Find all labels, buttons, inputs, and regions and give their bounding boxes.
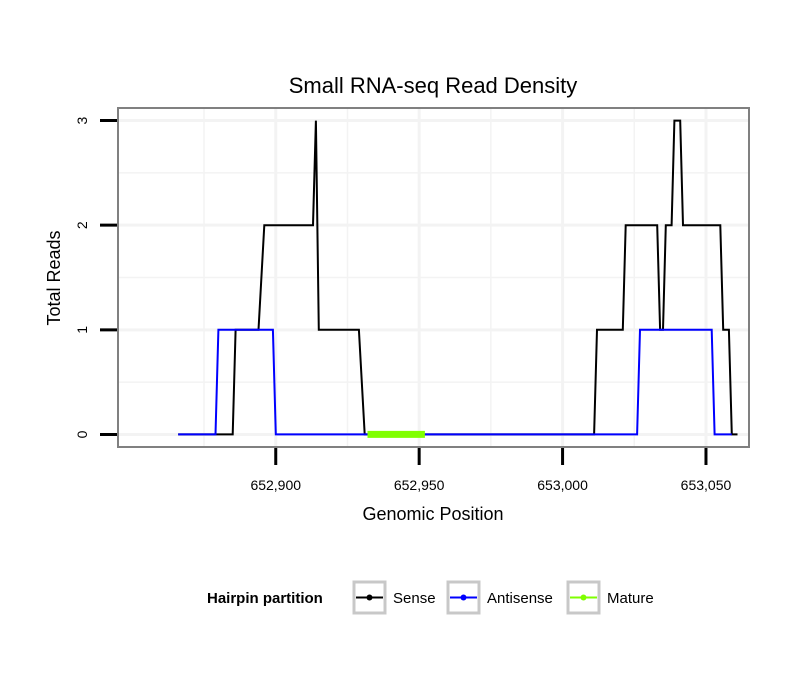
plot-panel-border bbox=[117, 107, 750, 448]
x-tick-label: 652,950 bbox=[394, 477, 445, 493]
grid-lines bbox=[118, 108, 749, 447]
legend-label-sense: Sense bbox=[393, 590, 436, 607]
y-axis-label: Total Reads bbox=[44, 230, 64, 325]
legend-key-sense-dot bbox=[366, 594, 373, 601]
y-tick-label: 0 bbox=[74, 430, 90, 438]
series-lines bbox=[178, 119, 738, 438]
legend-title: Hairpin partition bbox=[207, 590, 323, 607]
y-tick-label: 2 bbox=[74, 221, 90, 229]
x-tick-label: 652,900 bbox=[250, 477, 301, 493]
y-tick-label: 1 bbox=[74, 326, 90, 334]
series-line-antisense bbox=[178, 328, 732, 436]
axes: 652,900 652,950 653,000 653,050 0 1 2 3 bbox=[74, 116, 731, 493]
legend: Hairpin partition Sense Antisense Mature bbox=[207, 580, 654, 615]
legend-key-mature-dot bbox=[580, 594, 587, 601]
x-tick-label: 653,050 bbox=[681, 477, 732, 493]
x-tick-label: 653,000 bbox=[537, 477, 588, 493]
y-tick-label: 3 bbox=[74, 116, 90, 124]
series-line-sense bbox=[178, 119, 738, 436]
legend-key-antisense-dot bbox=[460, 594, 467, 601]
x-axis-label: Genomic Position bbox=[362, 504, 503, 524]
legend-label-mature: Mature bbox=[607, 590, 654, 607]
chart-title: Small RNA-seq Read Density bbox=[289, 73, 578, 98]
legend-label-antisense: Antisense bbox=[487, 590, 553, 607]
